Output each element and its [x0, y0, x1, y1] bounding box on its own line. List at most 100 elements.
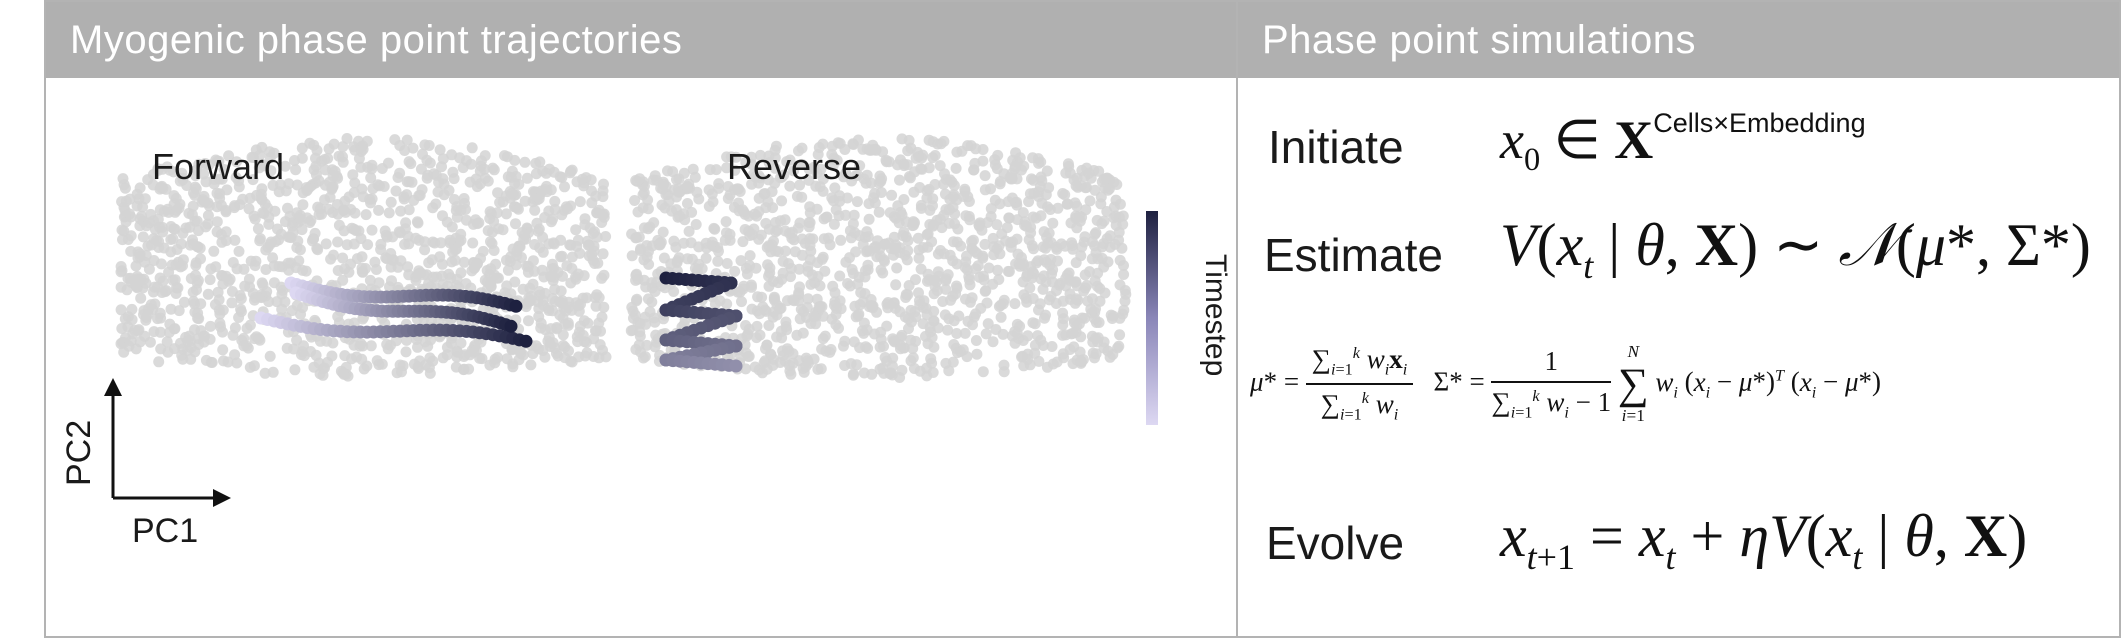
background-cell-point: [587, 254, 599, 266]
background-cell-point: [923, 274, 935, 286]
background-cell-point: [411, 216, 423, 228]
background-cell-point: [881, 320, 893, 332]
background-cell-point: [448, 173, 460, 185]
background-cell-point: [874, 250, 886, 262]
background-cell-point: [437, 210, 448, 222]
background-cell-point: [185, 353, 197, 365]
background-cell-point: [1086, 293, 1098, 305]
background-cell-point: [297, 199, 309, 211]
background-cell-point: [382, 157, 394, 169]
x-axis-arrowhead: [213, 489, 231, 507]
background-cell-point: [794, 281, 805, 293]
background-cell-point: [993, 274, 1005, 285]
background-cell-point: [554, 171, 566, 183]
background-cell-point: [451, 211, 463, 223]
background-cell-point: [220, 235, 232, 247]
background-cell-point: [444, 234, 456, 246]
background-cell-point: [509, 154, 521, 166]
background-cell-point: [840, 256, 852, 268]
background-cell-point: [291, 207, 303, 219]
background-cell-point: [915, 163, 927, 175]
background-cell-point: [769, 294, 781, 306]
background-cell-point: [470, 344, 482, 356]
background-cell-point: [952, 223, 964, 235]
background-cell-point: [521, 172, 533, 184]
background-cell-point: [961, 250, 972, 262]
background-cell-point: [689, 262, 701, 274]
step-evolve-label: Evolve: [1266, 517, 1405, 569]
background-cell-point: [848, 336, 860, 348]
background-cell-point: [305, 215, 317, 226]
background-cell-point: [963, 274, 975, 286]
background-cell-point: [905, 142, 917, 154]
background-cell-point: [666, 205, 678, 217]
background-cell-point: [175, 337, 186, 349]
background-cell-point: [835, 234, 847, 246]
background-cell-point: [927, 136, 939, 148]
background-cell-point: [896, 364, 908, 376]
background-cell-point: [403, 204, 415, 216]
background-cell-point: [683, 225, 695, 237]
background-cell-point: [989, 194, 1001, 206]
background-cell-point: [416, 184, 428, 196]
background-cell-point: [596, 217, 608, 228]
background-cell-point: [173, 305, 185, 317]
background-cell-point: [273, 261, 285, 272]
background-cell-point: [796, 249, 808, 261]
background-cell-point: [953, 310, 965, 322]
background-cell-point: [119, 313, 131, 325]
background-cell-point: [155, 326, 166, 338]
background-cell-point: [629, 195, 641, 206]
background-cell-point: [1114, 254, 1126, 266]
background-cell-point: [839, 335, 851, 347]
background-cell-point: [709, 223, 721, 235]
background-cell-point: [375, 244, 387, 255]
background-cell-point: [800, 352, 812, 364]
background-cell-point: [275, 281, 287, 293]
background-cell-point: [848, 209, 860, 221]
background-cell-point: [132, 252, 144, 264]
background-cell-point: [343, 191, 355, 203]
background-cell-point: [220, 206, 232, 218]
background-cell-point: [754, 329, 766, 341]
background-cell-point: [506, 344, 518, 356]
background-cell-point: [940, 357, 952, 369]
trajectories-panel-header: Myogenic phase point trajectories: [46, 2, 1237, 78]
background-cell-point: [376, 358, 388, 370]
background-cell-point: [542, 335, 554, 347]
background-cell-point: [324, 191, 336, 203]
background-cell-point: [400, 346, 412, 358]
background-cell-point: [506, 187, 518, 199]
forward-trajectories: [254, 276, 533, 348]
background-cell-point: [1098, 173, 1110, 185]
background-cell-point: [816, 253, 828, 265]
background-cell-point: [427, 202, 439, 214]
background-cell-point: [1073, 318, 1085, 330]
background-cell-point: [264, 350, 276, 362]
background-cell-point: [1071, 222, 1083, 234]
background-cell-point: [1037, 283, 1049, 295]
background-cell-point: [458, 256, 470, 268]
background-cell-point: [530, 168, 542, 180]
background-cell-point: [229, 349, 241, 361]
background-cell-point: [199, 158, 211, 169]
background-cell-point: [191, 284, 202, 296]
background-cell-point: [1114, 198, 1126, 210]
background-cell-point: [223, 150, 235, 162]
background-cell-point: [815, 363, 827, 375]
background-cell-point: [1107, 310, 1119, 322]
background-cell-point: [289, 364, 301, 376]
background-cell-point: [325, 253, 337, 265]
background-cell-point: [218, 164, 230, 175]
background-cell-point: [1116, 242, 1128, 254]
background-cell-point: [557, 270, 568, 282]
background-cell-point: [135, 273, 147, 285]
background-cell-point: [556, 297, 568, 309]
background-cell-point: [1009, 298, 1021, 310]
background-cell-point: [347, 169, 359, 181]
background-cell-point: [1057, 307, 1069, 319]
background-cell-point: [968, 164, 980, 176]
background-cell-point: [527, 278, 539, 290]
background-cell-point: [940, 273, 952, 285]
background-cell-point: [407, 142, 419, 154]
